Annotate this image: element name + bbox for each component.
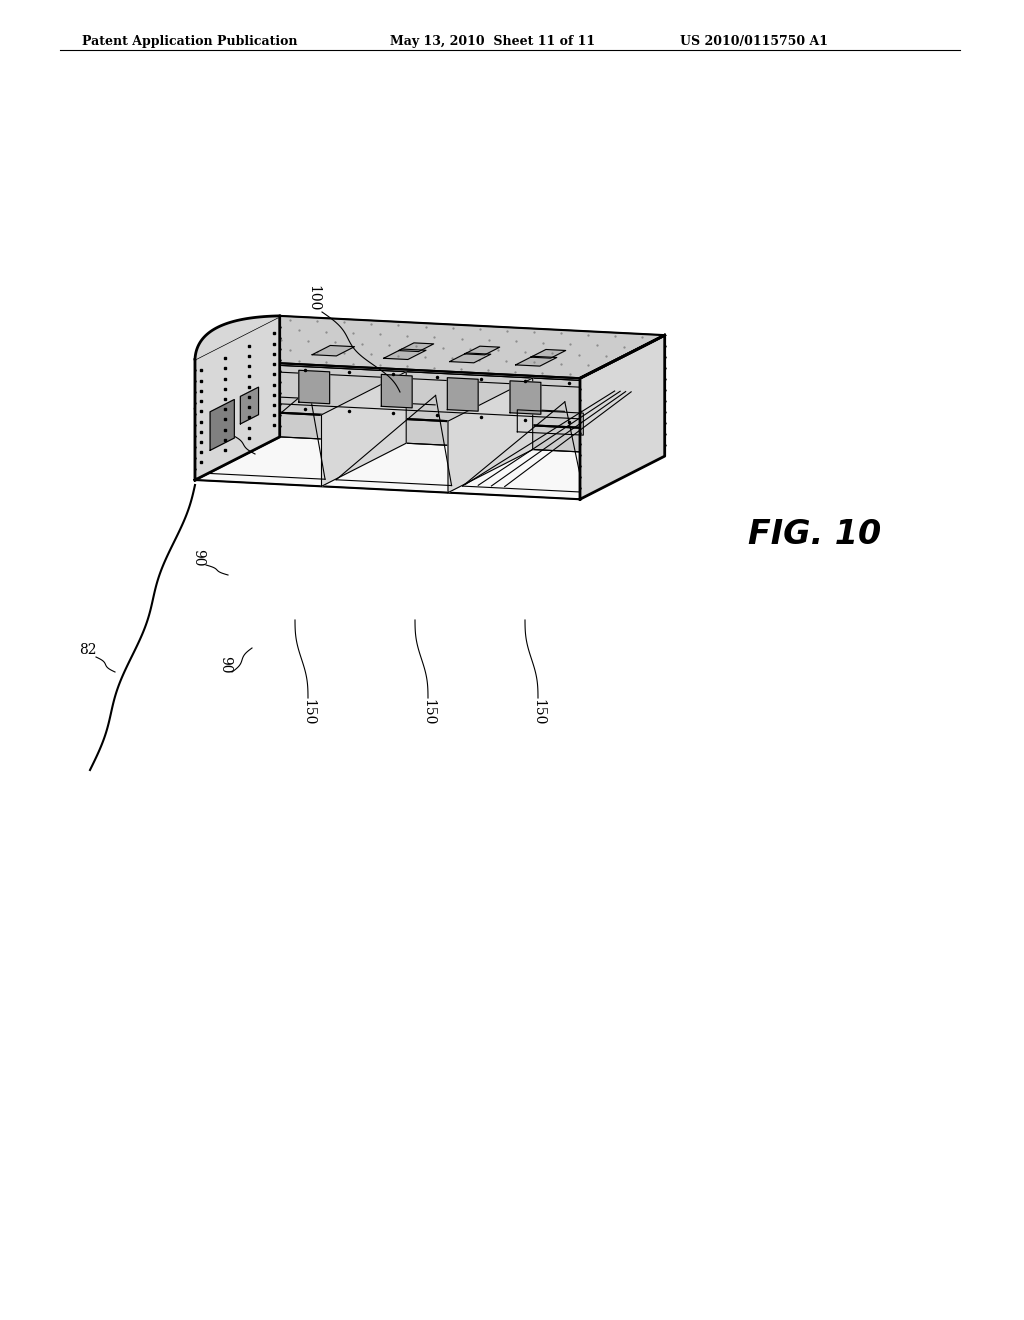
Polygon shape xyxy=(299,371,330,404)
Polygon shape xyxy=(580,335,665,499)
Text: 100: 100 xyxy=(306,285,319,312)
Polygon shape xyxy=(195,315,280,408)
Polygon shape xyxy=(398,343,434,351)
Polygon shape xyxy=(195,437,665,499)
Text: 90: 90 xyxy=(191,549,205,566)
Polygon shape xyxy=(195,315,280,480)
Polygon shape xyxy=(195,408,580,499)
Text: May 13, 2010  Sheet 11 of 11: May 13, 2010 Sheet 11 of 11 xyxy=(390,36,595,48)
Text: 150: 150 xyxy=(301,698,315,725)
Polygon shape xyxy=(580,335,665,379)
Polygon shape xyxy=(516,356,557,366)
Polygon shape xyxy=(210,400,234,450)
Polygon shape xyxy=(465,346,500,355)
Text: Patent Application Publication: Patent Application Publication xyxy=(82,36,298,48)
Polygon shape xyxy=(510,381,541,414)
Text: US 2010/0115750 A1: US 2010/0115750 A1 xyxy=(680,36,828,48)
Polygon shape xyxy=(280,315,665,384)
Polygon shape xyxy=(241,387,258,424)
Polygon shape xyxy=(449,378,532,492)
Polygon shape xyxy=(312,346,354,356)
Polygon shape xyxy=(530,350,565,358)
Text: 82: 82 xyxy=(79,643,96,657)
Polygon shape xyxy=(195,366,280,480)
Polygon shape xyxy=(195,359,580,428)
Polygon shape xyxy=(450,352,490,363)
Polygon shape xyxy=(384,348,426,359)
Polygon shape xyxy=(195,315,665,379)
Polygon shape xyxy=(195,315,280,359)
Polygon shape xyxy=(280,366,665,457)
Polygon shape xyxy=(322,372,407,486)
Text: 150: 150 xyxy=(421,698,435,725)
Text: 150: 150 xyxy=(531,698,545,725)
Text: 90: 90 xyxy=(218,420,232,437)
Polygon shape xyxy=(381,375,412,408)
Text: FIG. 10: FIG. 10 xyxy=(748,519,882,552)
Polygon shape xyxy=(447,378,478,411)
Text: 90: 90 xyxy=(218,656,232,673)
